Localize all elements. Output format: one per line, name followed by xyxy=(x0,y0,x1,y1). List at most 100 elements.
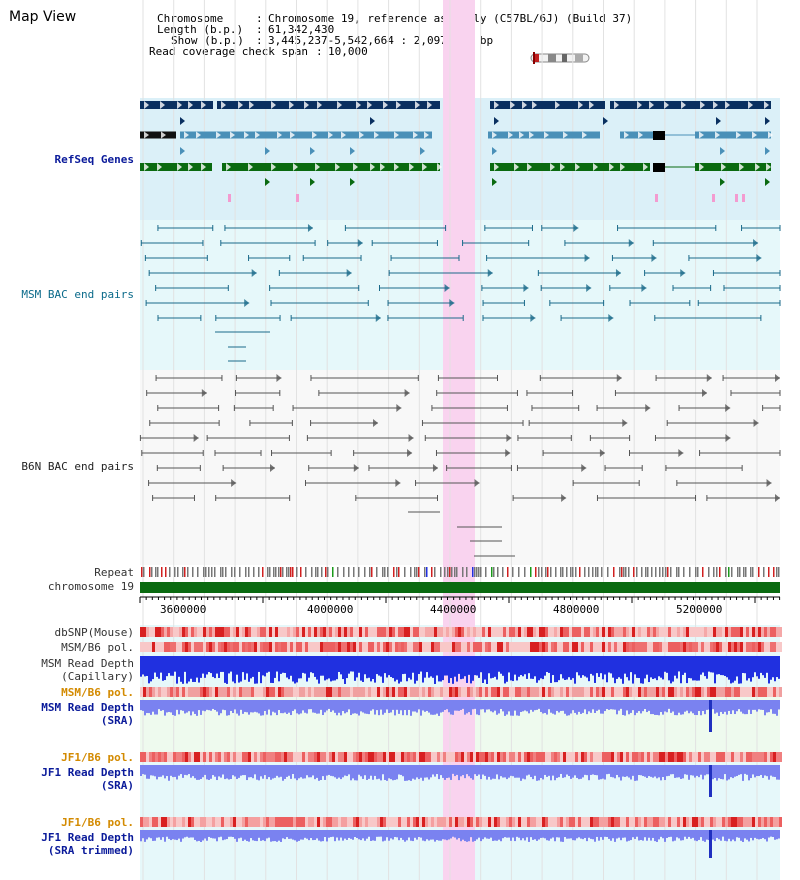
polymorphism-bin xyxy=(416,627,419,637)
depth-bin xyxy=(560,765,562,774)
polymorphism-bin xyxy=(626,817,629,827)
track-label-b6n-bac[interactable]: B6N BAC end pairs xyxy=(21,460,134,473)
depth-bin xyxy=(624,700,626,716)
polymorphism-bin xyxy=(494,752,497,762)
track-label-msm-read-depth-2[interactable]: MSM Read Depth xyxy=(41,701,134,714)
polymorphism-bin xyxy=(446,627,449,637)
polymorphism-bin xyxy=(617,627,620,637)
track-label-msm-read-depth-1[interactable]: MSM Read Depth xyxy=(41,657,134,670)
depth-bin xyxy=(650,830,652,841)
polymorphism-bin xyxy=(284,817,287,827)
polymorphism-bin xyxy=(479,687,482,697)
depth-bin xyxy=(372,656,374,680)
depth-bin xyxy=(228,700,230,716)
depth-bin xyxy=(684,700,686,712)
repeat-feature xyxy=(387,567,389,577)
chromosome-ideogram[interactable] xyxy=(528,51,592,65)
polymorphism-bin xyxy=(182,642,185,652)
track-label-dbsnp[interactable]: dbSNP(Mouse) xyxy=(54,626,134,639)
depth-bin xyxy=(248,656,250,682)
polymorphism-bin xyxy=(425,642,428,652)
depth-bin xyxy=(730,700,732,715)
track-label-refseq[interactable]: RefSeq Genes xyxy=(54,153,134,166)
track-label-jf1-b6-pol-1[interactable]: JF1/B6 pol. xyxy=(61,751,134,764)
depth-bin xyxy=(158,700,160,710)
depth-bin xyxy=(358,700,360,716)
depth-bin xyxy=(210,656,212,674)
depth-bin xyxy=(480,700,482,710)
polymorphism-bin xyxy=(644,817,647,827)
depth-bin xyxy=(752,830,754,841)
polymorphism-bin xyxy=(767,627,770,637)
track-label-msm-b6-pol-2[interactable]: MSM/B6 pol. xyxy=(61,686,134,699)
depth-bin xyxy=(168,656,170,674)
polymorphism-bin xyxy=(284,627,287,637)
polymorphism-bin xyxy=(665,752,668,762)
depth-bin xyxy=(146,765,148,779)
repeat-feature xyxy=(636,567,638,577)
depth-bin xyxy=(368,656,370,678)
depth-bin xyxy=(558,700,560,713)
depth-bin xyxy=(502,830,504,839)
polymorphism-bin xyxy=(359,817,362,827)
depth-bin xyxy=(562,700,564,711)
depth-bin xyxy=(204,700,206,712)
depth-bin xyxy=(662,765,664,778)
depth-bin xyxy=(606,700,608,710)
depth-bin xyxy=(370,830,372,841)
gene-feature xyxy=(180,131,432,139)
track-label-jf1-read-depth-2[interactable]: JF1 Read Depth xyxy=(41,831,134,844)
polymorphism-bin xyxy=(248,642,251,652)
depth-bin xyxy=(392,830,394,840)
depth-bin xyxy=(610,765,612,777)
depth-bin xyxy=(182,656,184,684)
track-label-jf1-read-depth-1[interactable]: JF1 Read Depth xyxy=(41,766,134,779)
repeat-feature xyxy=(683,567,685,577)
depth-bin xyxy=(302,765,304,779)
depth-bin xyxy=(540,700,542,712)
polymorphism-bin xyxy=(455,687,458,697)
track-label-repeat[interactable]: Repeat xyxy=(94,566,134,579)
depth-bin xyxy=(622,765,624,777)
depth-bin xyxy=(574,765,576,776)
polymorphism-bin xyxy=(545,627,548,637)
polymorphism-bin xyxy=(296,817,299,827)
polymorphism-bin xyxy=(185,817,188,827)
polymorphism-bin xyxy=(191,642,194,652)
polymorphism-bin xyxy=(659,687,662,697)
depth-bin xyxy=(738,830,740,838)
gene-strand-arrow xyxy=(713,101,718,109)
depth-bin xyxy=(310,656,312,673)
repeat-feature xyxy=(743,567,745,577)
depth-bin xyxy=(140,830,142,842)
polymorphism-bin xyxy=(350,642,353,652)
depth-bin xyxy=(496,700,498,715)
polymorphism-bin xyxy=(755,642,758,652)
polymorphism-bin xyxy=(401,627,404,637)
polymorphism-bin xyxy=(194,817,197,827)
repeat-feature xyxy=(273,567,275,577)
depth-bin xyxy=(636,765,638,781)
polymorphism-bin xyxy=(560,642,563,652)
track-label-msm-bac[interactable]: MSM BAC end pairs xyxy=(21,288,134,301)
depth-bin xyxy=(486,700,488,710)
track-label-jf1-b6-pol-2[interactable]: JF1/B6 pol. xyxy=(61,816,134,829)
polymorphism-bin xyxy=(509,817,512,827)
depth-bin xyxy=(364,830,366,841)
depth-bin xyxy=(426,765,428,778)
depth-bin xyxy=(590,656,592,674)
depth-bin xyxy=(324,765,326,780)
polymorphism-bin xyxy=(635,627,638,637)
polymorphism-bin xyxy=(635,642,638,652)
polymorphism-bin xyxy=(647,817,650,827)
track-label-msm-b6-pol-1[interactable]: MSM/B6 pol. xyxy=(61,641,134,654)
depth-bin xyxy=(664,700,666,712)
gene-strand-arrow xyxy=(177,101,182,109)
polymorphism-bin xyxy=(680,642,683,652)
gene-strand-arrow xyxy=(177,163,182,171)
polymorphism-bin xyxy=(314,642,317,652)
depth-bin xyxy=(734,700,736,715)
depth-bin xyxy=(170,765,172,776)
depth-bin xyxy=(642,700,644,712)
